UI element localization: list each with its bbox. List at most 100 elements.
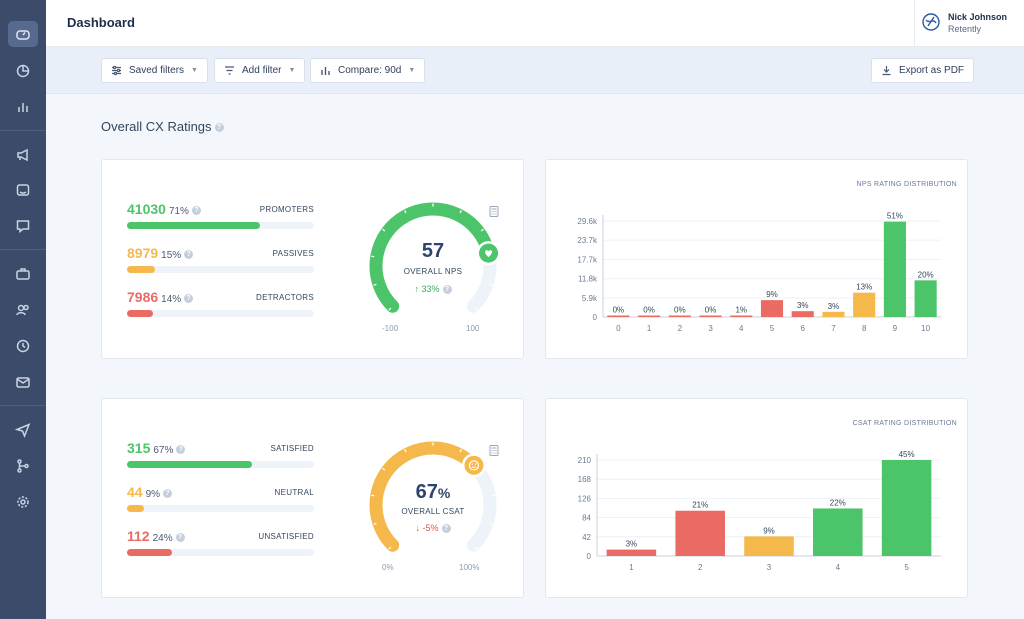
add-filter-button[interactable]: Add filter ▼ <box>214 58 306 83</box>
data-label: 3% <box>828 302 840 311</box>
gauge-tick-mark <box>404 210 407 214</box>
help-icon[interactable]: ? <box>176 444 186 454</box>
compare-dropdown[interactable]: Compare: 90d ▼ <box>310 58 426 83</box>
y-tick-label: 42 <box>582 533 591 542</box>
nav-send[interactable] <box>8 417 38 443</box>
y-tick-label: 5.9k <box>582 294 598 303</box>
bar[interactable] <box>881 460 932 556</box>
bar[interactable] <box>813 508 863 556</box>
nav-integrations[interactable] <box>8 261 38 287</box>
bar[interactable] <box>760 300 784 317</box>
nav-analytics[interactable] <box>8 94 38 120</box>
user-menu[interactable]: Nick Johnson Retently <box>914 0 1024 47</box>
x-tick-label: 3 <box>708 324 713 333</box>
nav-history[interactable] <box>8 333 38 359</box>
nav-campaigns[interactable] <box>8 142 38 168</box>
filter-toolbar: Saved filters ▼ Add filter ▼ Compare: 90… <box>46 47 1024 94</box>
bar-chart-icon <box>320 65 331 76</box>
y-tick-label: 29.6k <box>577 217 598 226</box>
nps-gauge <box>369 202 501 313</box>
bar[interactable] <box>606 549 657 556</box>
metric-bar-fill <box>127 549 172 556</box>
help-icon[interactable]: ? <box>214 123 224 133</box>
help-icon[interactable]: ? <box>184 249 194 259</box>
nav-feedback[interactable] <box>8 177 38 203</box>
y-tick-label: 126 <box>578 494 592 503</box>
csat-min: 0% <box>382 563 394 572</box>
metric-label: NEUTRAL <box>274 488 314 497</box>
compare-label: Compare: 90d <box>338 65 402 76</box>
saved-filters-button[interactable]: Saved filters ▼ <box>101 58 208 83</box>
gauge-tick-mark <box>373 522 377 525</box>
help-icon[interactable]: ? <box>442 285 452 295</box>
bar[interactable] <box>853 292 876 317</box>
metric-bar-track <box>127 505 314 512</box>
gauge-tick-mark <box>489 522 493 525</box>
bar[interactable] <box>744 536 794 556</box>
bar[interactable] <box>730 315 753 318</box>
help-icon[interactable]: ? <box>175 532 185 542</box>
x-tick-label: 6 <box>801 324 806 333</box>
bar[interactable] <box>668 315 691 318</box>
data-label: 0% <box>705 306 717 315</box>
nps-chart-title: NPS RATING DISTRIBUTION <box>856 181 957 188</box>
x-tick-label: 1 <box>647 324 652 333</box>
metric-label: UNSATISFIED <box>258 532 314 541</box>
metric-value: 315 67%? <box>127 440 186 456</box>
nav-customers[interactable] <box>8 297 38 323</box>
bar[interactable] <box>791 311 814 317</box>
bar[interactable] <box>914 280 937 317</box>
data-label: 13% <box>856 283 872 292</box>
nps-score: 57 <box>421 240 445 262</box>
bar[interactable] <box>607 315 630 318</box>
nav-reports[interactable] <box>8 58 38 84</box>
nav-conversations[interactable] <box>8 213 38 239</box>
help-icon[interactable]: ? <box>184 293 194 303</box>
bar[interactable] <box>822 311 845 317</box>
data-label: 0% <box>613 306 625 315</box>
user-company: Retently <box>948 24 982 34</box>
nav-dashboard[interactable] <box>8 21 38 47</box>
nav-inbox[interactable] <box>8 369 38 395</box>
csat-gauge <box>369 441 497 552</box>
nav-settings[interactable] <box>8 489 38 515</box>
calculator-icon[interactable] <box>489 445 499 456</box>
help-icon[interactable]: ? <box>163 488 173 498</box>
data-label: 9% <box>763 526 775 535</box>
bar[interactable] <box>638 315 661 318</box>
user-name: Nick Johnson <box>948 12 1008 22</box>
y-tick-label: 0 <box>593 313 598 322</box>
y-tick-label: 210 <box>578 456 592 465</box>
metric-value: 112 24%? <box>127 528 185 544</box>
x-tick-label: 4 <box>739 324 744 333</box>
nps-distribution-card: NPS RATING DISTRIBUTION 0 5.9k 11.8k 17.7k 2… <box>545 159 968 359</box>
data-label: 1% <box>735 306 747 315</box>
gear-icon <box>17 496 29 508</box>
help-icon[interactable]: ? <box>441 524 451 534</box>
calculator-icon[interactable] <box>489 206 499 217</box>
help-icon[interactable]: ? <box>191 205 201 215</box>
metric-value: 8979 15%? <box>127 245 194 261</box>
bar[interactable] <box>675 510 725 556</box>
pie-chart-icon <box>16 64 30 78</box>
export-pdf-button[interactable]: Export as PDF <box>871 58 975 83</box>
metric-bar-track <box>127 266 314 273</box>
filter-icon <box>224 65 235 76</box>
x-tick-label: 8 <box>862 324 867 333</box>
bar-chart-icon <box>18 103 28 112</box>
gauge-tick-mark <box>382 467 386 471</box>
nps-card: 41030 71%? PROMOTERS 8979 15%? PASSIVES 7986 14… <box>101 159 524 359</box>
metric-percent: 71% <box>168 206 189 217</box>
bar[interactable] <box>883 221 906 317</box>
nav-workflows[interactable] <box>8 453 38 479</box>
csat-chart-title: CSAT RATING DISTRIBUTION <box>852 420 957 427</box>
data-label: 3% <box>797 301 809 310</box>
sidebar <box>0 0 46 619</box>
csat-max: 100% <box>459 563 480 572</box>
metric-bar-fill <box>127 461 253 468</box>
bar[interactable] <box>699 315 722 318</box>
x-tick-label: 2 <box>678 324 683 333</box>
metric-value: 44 9%? <box>127 484 173 500</box>
data-label: 21% <box>692 501 708 510</box>
x-tick-label: 2 <box>698 563 703 572</box>
